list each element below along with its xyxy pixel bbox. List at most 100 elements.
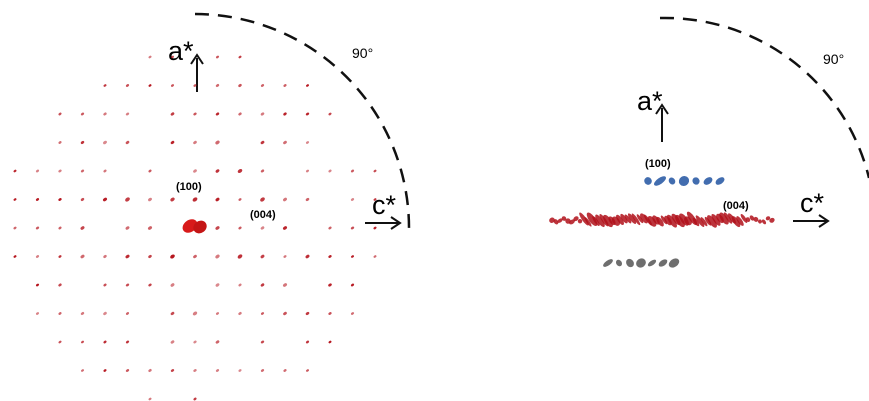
diffraction-spot	[634, 257, 647, 270]
diffraction-spot	[148, 283, 152, 287]
diffraction-spot	[260, 169, 264, 173]
diffraction-spot	[170, 112, 175, 117]
diffraction-spot	[125, 140, 130, 145]
diffraction-spot	[373, 226, 377, 230]
diffraction-spot	[35, 226, 39, 230]
diffraction-spot	[81, 340, 85, 344]
diffraction-spot	[58, 283, 62, 287]
diffraction-spot	[192, 197, 198, 203]
diffraction-spot	[702, 176, 714, 187]
diffraction-spot	[615, 259, 624, 268]
angle-label: 90°	[823, 51, 844, 67]
diffraction-spot	[373, 255, 377, 259]
diffraction-spot	[103, 169, 107, 173]
diffraction-spot	[305, 141, 309, 145]
diffraction-spot	[215, 83, 219, 87]
diffraction-spot	[125, 254, 130, 259]
diffraction-spot	[647, 258, 657, 267]
diffraction-spot	[761, 219, 767, 225]
diffraction-spot	[691, 176, 701, 186]
diffraction-spot	[81, 369, 85, 373]
diffraction-spot	[103, 112, 107, 116]
diffraction-spot	[170, 340, 175, 345]
diffraction-spot	[643, 176, 654, 187]
diffraction-spot	[193, 112, 197, 116]
diffraction-spot	[215, 283, 220, 288]
diffraction-spot	[305, 254, 310, 259]
diffraction-spot	[714, 176, 726, 187]
diffraction-spot	[677, 174, 691, 188]
reflection-label: (100)	[176, 181, 202, 193]
diffraction-spot	[35, 283, 39, 287]
diffraction-spot	[103, 254, 108, 258]
diffraction-spot	[238, 283, 242, 287]
diffraction-spot	[260, 369, 264, 373]
diffraction-spot	[102, 140, 107, 145]
right-panel: a* 90° (100) (004) c*	[548, 18, 869, 270]
diffraction-spot	[80, 140, 85, 144]
diffraction-spot	[215, 225, 220, 230]
diffraction-spot	[305, 340, 309, 344]
diffraction-spot	[125, 112, 129, 116]
diffraction-spot	[215, 197, 220, 202]
diffraction-spot	[215, 254, 221, 259]
diffraction-spot	[328, 283, 333, 287]
diffraction-spot	[148, 169, 152, 173]
angle-arc	[660, 18, 869, 178]
diffraction-spot	[80, 254, 85, 259]
diffraction-spot	[13, 169, 17, 173]
diffraction-spot	[58, 255, 62, 259]
diffraction-spot	[192, 254, 197, 259]
diffraction-spot	[80, 169, 84, 173]
diffraction-spot	[306, 369, 310, 373]
axis-label: a*	[637, 86, 663, 116]
diffraction-spot	[35, 312, 39, 316]
diffraction-spot	[58, 226, 62, 230]
diffraction-spot	[80, 112, 84, 116]
diffraction-spot	[667, 257, 681, 270]
diffraction-spot	[147, 225, 152, 230]
diffraction-spot	[328, 340, 332, 344]
diffraction-spot	[148, 254, 153, 258]
diffraction-spot	[193, 397, 197, 401]
diffraction-spot	[238, 311, 243, 315]
diffraction-spot	[667, 176, 676, 186]
reflection-label: (100)	[645, 158, 671, 170]
diffraction-spot	[237, 168, 243, 174]
diffraction-spot	[170, 368, 174, 372]
figure: a* 90° (100) (004) c* a* 90° (100) (004)…	[0, 0, 869, 401]
diffraction-spot	[13, 226, 17, 230]
diffraction-spot	[148, 55, 152, 59]
diffraction-spot	[260, 340, 264, 344]
diffraction-spot	[328, 112, 332, 116]
diffraction-spot	[103, 311, 108, 316]
diffraction-spot	[193, 368, 197, 372]
diffraction-spot	[283, 255, 287, 259]
diffraction-spot	[373, 169, 377, 173]
diffraction-spot	[192, 169, 197, 174]
diffraction-spot	[215, 340, 220, 345]
diffraction-spot	[624, 257, 635, 268]
axis-label: c*	[372, 190, 397, 220]
diffraction-spot	[58, 312, 62, 316]
diffraction-spot	[602, 258, 614, 269]
diffraction-spot	[282, 282, 287, 287]
diffraction-spot	[13, 198, 17, 202]
left-panel: a* 90° (100) (004) c*	[13, 14, 409, 401]
diffraction-spot	[260, 254, 265, 259]
diffraction-spot	[193, 140, 198, 145]
diffraction-spot	[58, 197, 62, 201]
diffraction-spot	[35, 198, 39, 202]
diffraction-spot	[283, 112, 288, 116]
diffraction-spot	[260, 283, 265, 288]
diffraction-spot	[125, 84, 129, 88]
diffraction-spot	[215, 55, 219, 59]
diffraction-spot	[653, 174, 668, 187]
diffraction-spot	[328, 169, 332, 173]
diffraction-spot	[215, 169, 220, 174]
diffraction-spot	[305, 311, 310, 315]
diffraction-spot	[103, 340, 107, 344]
diffraction-spot	[259, 197, 265, 203]
diffraction-spot	[125, 340, 129, 344]
diffraction-spot	[170, 197, 176, 202]
